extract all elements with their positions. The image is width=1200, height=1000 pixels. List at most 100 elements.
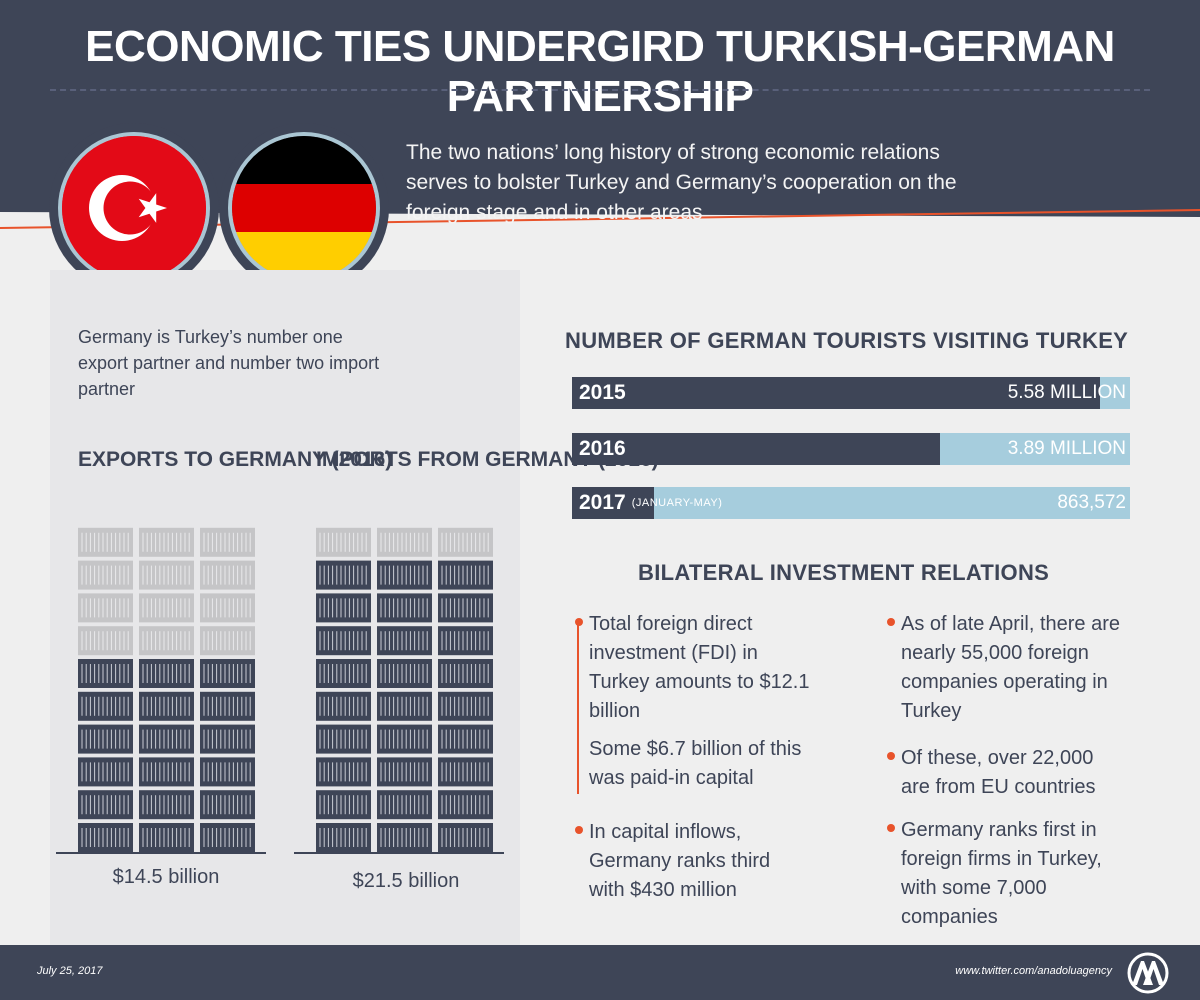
bullet-dot [575,826,583,834]
container-filled [139,659,194,688]
tourism-bar-2016: 2016 3.89 MILLION [572,433,1130,465]
container-filled [316,790,371,820]
germany-flag-icon [232,136,376,280]
bullet-companies: As of late April, there are nearly 55,00… [887,610,1121,726]
container-filled [377,724,432,754]
tourism-chart-title: NUMBER OF GERMAN TOURISTS VISITING TURKE… [565,328,1129,353]
container-empty [78,527,133,557]
container-filled [78,659,133,688]
tourism-bar-fill [572,487,654,519]
bullet-text: Germany ranks first in foreign firms in … [901,819,1102,928]
container-empty [200,593,255,623]
bullet-text: In capital inflows, Germany ranks third … [589,821,771,901]
container-filled [316,626,371,656]
container-empty [139,593,194,623]
bullet-dot [887,824,895,832]
bullet-fdi: Total foreign direct investment (FDI) in… [575,610,819,726]
exports-container-stack [56,525,266,855]
container-filled [438,626,493,656]
tourism-bar-2017: 2017 (JANUARY-MAY) 863,572 [572,487,1130,519]
tourism-bar-year: 2016 [579,437,626,460]
container-filled [438,724,493,754]
container-filled [438,691,493,721]
container-filled [316,659,371,688]
container-filled [438,593,493,623]
bullet-dot [575,618,583,626]
bullet-connector-line [577,622,579,794]
bullet-text: As of late April, there are nearly 55,00… [901,613,1121,722]
tourism-bar-fill [572,433,940,465]
bullet-dot [887,752,895,760]
tourism-bar-year-text: 2017 [579,491,626,514]
tourism-bar-2015: 2015 5.58 MILLION [572,377,1130,409]
container-empty [78,593,133,623]
container-filled [200,691,255,721]
container-filled [78,724,133,754]
turkey-flag-icon [62,136,206,280]
bullet-fdi-sub: Some $6.7 billion of this was paid-in ca… [589,735,819,793]
container-filled [200,757,255,787]
container-empty [200,560,255,590]
tourism-bar-value: 3.89 MILLION [1007,438,1126,459]
container-empty [139,560,194,590]
tourism-bar-fill [572,377,1100,409]
container-filled [200,724,255,754]
container-empty [438,527,493,557]
container-filled [438,790,493,820]
container-empty [200,527,255,557]
intro-text: The two nations’ long history of strong … [406,141,957,224]
tourism-bar-value: 863,572 [1057,492,1126,513]
container-filled [438,823,493,852]
container-filled [377,560,432,590]
bullet-germany-rank: Germany ranks first in foreign firms in … [887,816,1121,932]
container-filled [200,790,255,820]
container-filled [377,790,432,820]
exports-title-text: EXPORTS TO GERMANY (2016) [78,448,393,471]
container-empty [200,626,255,656]
tourism-bar-year: 2017 (JANUARY-MAY) [579,491,722,515]
title-divider [50,89,1150,91]
container-empty [377,527,432,557]
footer-date: July 25, 2017 [37,965,103,977]
container-filled [438,757,493,787]
bullet-dot [887,618,895,626]
container-filled [316,757,371,787]
investment-title: BILATERAL INVESTMENT RELATIONS [638,560,1050,585]
exports-value: $14.5 billion [112,866,220,888]
footer-source-link[interactable]: www.twitter.com/anadoluagency [955,965,1112,977]
container-filled [78,691,133,721]
container-empty [139,626,194,656]
page-title: ECONOMIC TIES UNDERGIRD TURKISH-GERMAN P… [85,22,1115,121]
container-filled [316,823,371,852]
container-filled [377,691,432,721]
container-filled [377,757,432,787]
container-filled [200,823,255,852]
container-filled [377,626,432,656]
bullet-inflows: In capital inflows, Germany ranks third … [575,818,809,905]
container-filled [139,691,194,721]
container-filled [377,593,432,623]
container-filled [316,724,371,754]
tourism-bar-value: 5.58 MILLION [1007,382,1126,403]
exports-title: EXPORTS TO GERMANY (2016) [78,445,392,475]
imports-value: $21.5 billion [352,870,460,892]
tourism-bar-note: (JANUARY-MAY) [631,497,723,509]
bullet-eu: Of these, over 22,000 are from EU countr… [887,744,1121,802]
container-filled [377,659,432,688]
container-empty [78,626,133,656]
container-filled [316,691,371,721]
container-empty [78,560,133,590]
container-filled [139,790,194,820]
partner-text: Germany is Turkey’s number one export pa… [78,327,380,399]
container-filled [139,724,194,754]
bullet-text: Some $6.7 billion of this was paid-in ca… [589,738,802,789]
tourism-bar-year: 2015 [579,381,626,404]
container-filled [316,593,371,623]
imports-container-stack [294,525,504,855]
container-filled [78,790,133,820]
bullet-text: Total foreign direct investment (FDI) in… [589,613,810,722]
container-empty [139,527,194,557]
container-filled [139,757,194,787]
container-filled [78,757,133,787]
container-filled [377,823,432,852]
